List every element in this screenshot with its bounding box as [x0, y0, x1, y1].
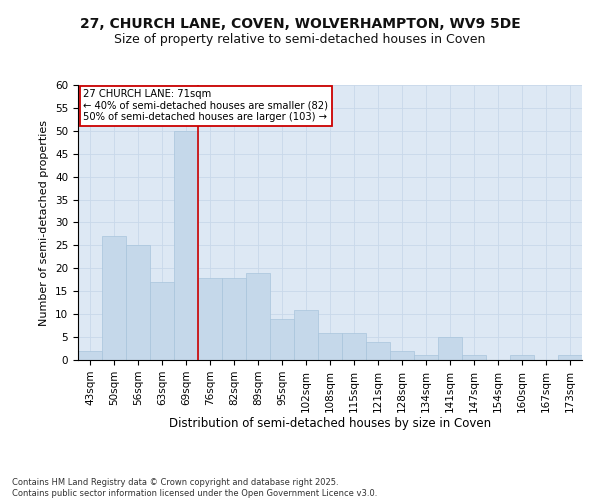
Bar [342, 332, 366, 360]
Bar [558, 356, 582, 360]
Text: Contains HM Land Registry data © Crown copyright and database right 2025.
Contai: Contains HM Land Registry data © Crown c… [12, 478, 377, 498]
Bar [438, 337, 462, 360]
Bar [102, 236, 126, 360]
Bar [414, 356, 438, 360]
Bar [318, 332, 342, 360]
Bar [366, 342, 390, 360]
Text: 27, CHURCH LANE, COVEN, WOLVERHAMPTON, WV9 5DE: 27, CHURCH LANE, COVEN, WOLVERHAMPTON, W… [80, 18, 520, 32]
Bar [126, 246, 150, 360]
Bar [198, 278, 222, 360]
Bar [510, 356, 534, 360]
Bar [174, 131, 198, 360]
X-axis label: Distribution of semi-detached houses by size in Coven: Distribution of semi-detached houses by … [169, 418, 491, 430]
Y-axis label: Number of semi-detached properties: Number of semi-detached properties [40, 120, 49, 326]
Bar [270, 319, 294, 360]
Bar [246, 273, 270, 360]
Bar [294, 310, 318, 360]
Bar [150, 282, 174, 360]
Bar [462, 356, 486, 360]
Bar [390, 351, 414, 360]
Text: 27 CHURCH LANE: 71sqm
← 40% of semi-detached houses are smaller (82)
50% of semi: 27 CHURCH LANE: 71sqm ← 40% of semi-deta… [83, 89, 328, 122]
Bar [78, 351, 102, 360]
Text: Size of property relative to semi-detached houses in Coven: Size of property relative to semi-detach… [115, 32, 485, 46]
Bar [222, 278, 246, 360]
